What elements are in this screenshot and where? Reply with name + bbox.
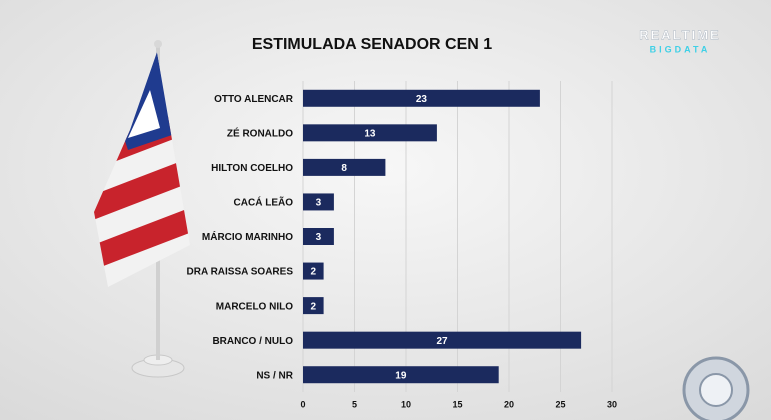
y-tick-label: CACÁ LEÃO bbox=[234, 196, 294, 209]
y-tick-label: MARCELO NILO bbox=[216, 301, 293, 312]
y-tick-label: NS / NR bbox=[256, 370, 293, 381]
value-label: 13 bbox=[364, 128, 376, 139]
bar bbox=[303, 228, 334, 245]
x-tick-label: 30 bbox=[607, 399, 617, 409]
bar bbox=[303, 89, 540, 107]
x-tick-label: 15 bbox=[452, 399, 462, 409]
value-label: 19 bbox=[395, 370, 407, 381]
y-tick-label: BRANCO / NULO bbox=[212, 336, 293, 347]
value-label: 3 bbox=[316, 232, 322, 243]
bar bbox=[303, 366, 499, 384]
brand-line1: REALTIME bbox=[639, 27, 720, 42]
bar bbox=[303, 193, 334, 211]
bar bbox=[303, 124, 437, 142]
value-label: 2 bbox=[311, 267, 317, 278]
bar bbox=[303, 158, 386, 176]
value-label: 2 bbox=[311, 301, 317, 312]
y-tick-label: MÁRCIO MARINHO bbox=[202, 230, 293, 243]
x-tick-label: 10 bbox=[401, 399, 411, 409]
x-tick-label: 25 bbox=[555, 399, 565, 409]
value-label: 23 bbox=[416, 94, 428, 105]
y-tick-label: OTTO ALENCAR bbox=[214, 94, 294, 105]
logo bbox=[682, 356, 750, 420]
bar bbox=[303, 331, 582, 349]
y-tick-label: ZÉ RONALDO bbox=[227, 126, 293, 139]
x-tick-label: 0 bbox=[300, 399, 305, 409]
x-tick-label: 20 bbox=[504, 399, 514, 409]
bar bbox=[303, 297, 324, 315]
bar bbox=[303, 262, 324, 280]
y-tick-label: HILTON COELHO bbox=[211, 163, 293, 174]
value-label: 3 bbox=[316, 198, 322, 209]
brand-line2: BIGDATA bbox=[650, 44, 711, 54]
value-label: 8 bbox=[341, 163, 347, 174]
x-tick-label: 5 bbox=[352, 399, 357, 409]
value-label: 27 bbox=[436, 336, 448, 347]
y-tick-label: DRA RAISSA SOARES bbox=[187, 267, 294, 278]
chart-title: ESTIMULADA SENADOR CEN 1 bbox=[252, 36, 492, 53]
